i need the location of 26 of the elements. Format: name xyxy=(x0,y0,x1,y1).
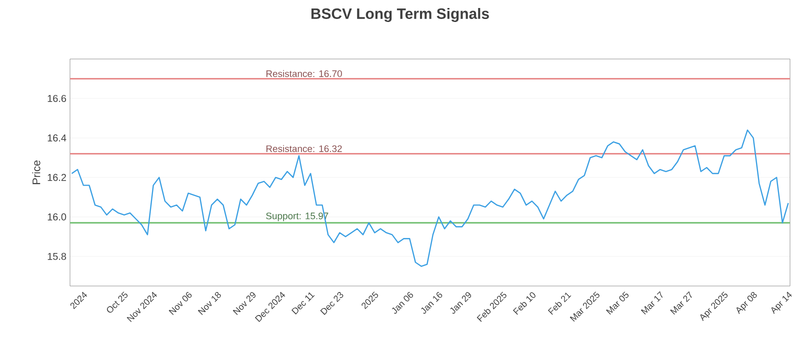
x-tick-label: Nov 18 xyxy=(198,292,221,315)
x-tick-label: Dec 11 xyxy=(291,292,315,314)
x-tick-label: Mar 05 xyxy=(606,292,629,315)
x-tick-label: Nov 06 xyxy=(168,292,192,315)
x-tick-label: Jan 29 xyxy=(450,292,472,314)
y-tick-label: 16.0 xyxy=(48,213,66,220)
x-tick-label: Dec 23 xyxy=(320,292,344,315)
x-tick-label: Mar 17 xyxy=(640,291,663,315)
x-tick-label: Feb 10 xyxy=(512,292,536,315)
x-tick-label: Apr 14 xyxy=(771,292,792,314)
x-tick-label: Feb 21 xyxy=(548,292,572,315)
y-tick-label: 16.6 xyxy=(48,94,66,102)
y-tick-label: 16.2 xyxy=(48,174,66,181)
y-axis-title: Price xyxy=(32,160,40,184)
x-tick-label: Jan 06 xyxy=(392,292,414,314)
line-series xyxy=(71,129,789,267)
y-tick-label: 15.8 xyxy=(48,252,66,260)
ref-line-label: Resistance: 16.32 xyxy=(266,145,342,152)
ref-line-label: Resistance: 16.70 xyxy=(266,70,342,78)
x-tick-label: Nov 29 xyxy=(232,292,256,315)
x-tick-label: Oct 25 xyxy=(106,292,128,313)
x-tick-label: Jan 16 xyxy=(421,292,442,314)
y-tick-label: 16.4 xyxy=(48,134,66,142)
chart-title: BSCV Long Term Signals xyxy=(311,8,489,22)
x-tick-label: Mar 27 xyxy=(670,291,692,315)
x-tick-label: Apr 08 xyxy=(736,292,757,314)
